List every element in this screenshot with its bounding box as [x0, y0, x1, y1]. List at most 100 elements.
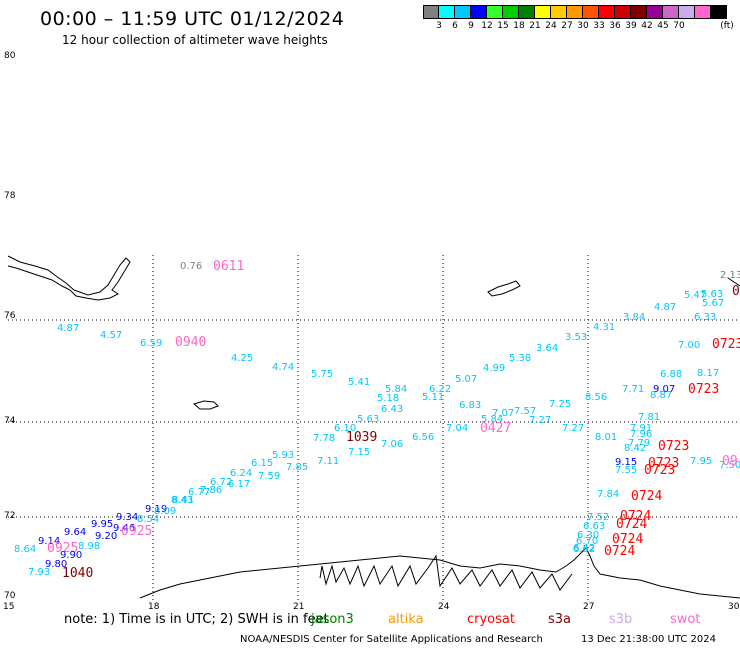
map-title: 00:00 – 11:59 UTC 01/12/2024	[40, 8, 345, 30]
legend-swatch	[423, 5, 439, 19]
wave-height-label: 1039	[346, 430, 377, 445]
wave-height-label: 3.53	[565, 332, 587, 343]
satellite-label-altika: altika	[388, 612, 424, 627]
wave-height-label: 9.19	[145, 504, 167, 515]
wave-height-label: 0724	[612, 532, 643, 547]
wave-height-label: 5.47	[684, 290, 706, 301]
legend-tick-label: 9	[468, 21, 474, 31]
legend-swatch	[679, 5, 695, 19]
lat-label: 80	[4, 51, 16, 61]
wave-height-label: 0925	[121, 524, 152, 539]
wave-height-label: 7.15	[348, 447, 370, 458]
legend-swatch	[455, 5, 471, 19]
wave-height-label: 6.70	[576, 536, 598, 547]
wave-height-label: 5.63	[701, 289, 723, 300]
legend-tick-label: 24	[545, 21, 557, 31]
wave-height-label: 7.78	[313, 433, 335, 444]
lat-label: 72	[4, 511, 15, 521]
wave-height-label: 0724	[631, 489, 662, 504]
wave-height-label: 6.56	[412, 432, 434, 443]
lon-label: 18	[148, 602, 160, 612]
wave-height-label: 7.55	[615, 465, 637, 476]
coastline	[7, 255, 740, 599]
wave-height-label: 5.41	[348, 377, 370, 388]
coastline-svalbard	[7, 255, 131, 301]
wave-height-label: 6.15	[251, 458, 273, 469]
legend-tick-label: 6	[452, 21, 458, 31]
longitude-labels: 15 18 21 24 27 30	[3, 602, 740, 612]
wave-height-label: 0723	[648, 456, 679, 471]
wave-height-label: 6.42	[573, 543, 595, 554]
wave-height-label: 6.77	[188, 487, 210, 498]
wave-height-label: 8.54	[137, 514, 159, 525]
wave-height-label: 7.84	[597, 489, 619, 500]
wave-height-label: 5.38	[509, 353, 531, 364]
legend-tick-label: 33	[593, 21, 605, 31]
lat-label: 74	[4, 416, 16, 426]
wave-height-label: 7.59	[258, 471, 280, 482]
wave-height-label: 0611	[213, 259, 244, 274]
credit-line: NOAA/NESDIS Center for Satellite Applica…	[240, 634, 543, 645]
wave-height-label: 07	[732, 284, 740, 299]
wave-height-label: 4.31	[593, 322, 615, 333]
wave-height-label: 9.34	[116, 512, 138, 523]
legend-swatch	[647, 5, 663, 19]
wave-height-label: 7.27	[529, 415, 551, 426]
wave-height-label: 8.43	[171, 495, 193, 506]
wave-height-label: 9.14	[38, 536, 60, 547]
wave-observations: 0.76 0611 4.87 4.57 6.59 0940 4.25 4.74 5.75 5.41…	[14, 259, 740, 581]
legend-swatch	[567, 5, 583, 19]
wave-height-label: 4.25	[231, 353, 253, 364]
legend-swatch	[503, 5, 519, 19]
wave-height-label: 4.99	[483, 363, 505, 374]
lon-label: 24	[438, 602, 450, 612]
legend-swatch	[519, 5, 535, 19]
legend-swatch	[631, 5, 647, 19]
legend-swatch	[615, 5, 631, 19]
wave-height-label: 8.09	[154, 506, 176, 517]
legend-tick-label: 12	[481, 21, 493, 31]
wave-height-label: 6.88	[660, 369, 682, 380]
wave-height-label: 5.84	[385, 384, 407, 395]
wave-height-label: 6.22	[429, 384, 451, 395]
wave-height-label: 8.98	[78, 541, 100, 552]
wave-height-label: 9.95	[91, 519, 113, 530]
lon-label: 27	[583, 602, 594, 612]
wave-height-label: 0427	[480, 421, 511, 436]
wave-height-label: 0723	[688, 382, 719, 397]
wave-height-label: 7.07	[492, 408, 514, 419]
legend-swatch	[551, 5, 567, 19]
wave-height-label: 7.52	[587, 512, 609, 523]
wave-height-label: 6.17	[228, 479, 250, 490]
map-subtitle: 12 hour collection of altimeter wave hei…	[62, 33, 328, 47]
latitude-labels: 80 78 76 74 72 70	[4, 51, 16, 601]
wave-height-label: 9.64	[64, 527, 86, 538]
wave-height-label: 7.95	[690, 456, 712, 467]
wave-height-label: 5.75	[311, 369, 333, 380]
wave-height-label: 4.57	[100, 330, 122, 341]
wave-height-label: 7.93	[28, 567, 50, 578]
satellite-label-s3a: s3a	[548, 612, 572, 627]
satellite-label-s3b: s3b	[609, 612, 633, 627]
wave-height-label: 8.41	[172, 495, 194, 506]
wave-height-label: 7.04	[446, 423, 468, 434]
legend-unit: (ft)	[720, 21, 734, 31]
lat-label: 76	[4, 311, 16, 321]
wave-height-label: 7.57	[514, 406, 536, 417]
legend-swatch	[471, 5, 487, 19]
satellite-label-swot: swot	[670, 612, 701, 627]
coastline-bjornoya	[192, 400, 219, 410]
legend-swatch	[583, 5, 599, 19]
wave-height-label: 5.07	[455, 374, 477, 385]
legend-tick-label: 18	[513, 21, 525, 31]
wave-height-label: 5.84	[481, 414, 503, 425]
wave-height-label: 6.24	[230, 468, 252, 479]
wave-height-label: 7.50	[719, 460, 740, 471]
coastline-kong-karls-land	[487, 280, 521, 297]
wave-height-label: 7.00	[678, 340, 700, 351]
legend-tick-label: 70	[673, 21, 685, 31]
wave-height-label: 8.87	[650, 390, 672, 401]
graticule	[8, 255, 740, 600]
wave-height-label: 6.33	[694, 312, 716, 323]
